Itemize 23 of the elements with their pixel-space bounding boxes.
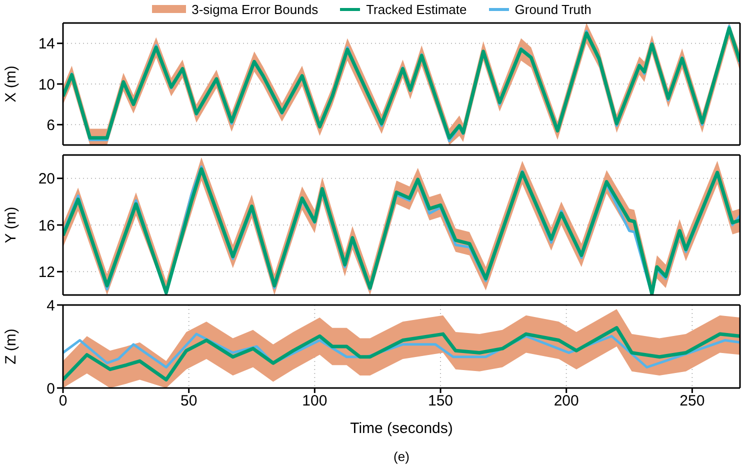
x-tick-label: 0	[58, 392, 68, 410]
y-tick-label: 0	[46, 380, 55, 398]
legend-title: 3-sigma Error Bounds	[192, 2, 318, 16]
legend-label: Tracked Estimate	[366, 2, 467, 16]
line-series	[63, 326, 740, 382]
y-tick-label: 4	[46, 297, 55, 314]
y-axis-title: Z (m)	[2, 328, 20, 364]
y-axis-title: Y (m)	[2, 206, 20, 244]
x-axis-title: Time (seconds)	[349, 420, 454, 437]
y-tick-label: 12	[38, 264, 55, 281]
y-tick-label: 16	[38, 217, 55, 234]
text: (e)	[392, 449, 410, 464]
y-tick-label: 6	[46, 116, 55, 134]
legend-label: Ground Truth	[514, 2, 592, 16]
y-tick-label: 10	[38, 76, 55, 94]
x-tick-label: 200	[554, 392, 579, 410]
y-tick-label: 14	[38, 36, 55, 53]
x-tick-label: 250	[680, 392, 705, 410]
y-axis-title: X (m)	[2, 66, 20, 102]
x-tick-label: 150	[428, 392, 454, 410]
x-tick-label: 100	[302, 392, 328, 410]
y-tick-label: 20	[38, 170, 55, 188]
x-tick-label: 50	[180, 392, 198, 410]
